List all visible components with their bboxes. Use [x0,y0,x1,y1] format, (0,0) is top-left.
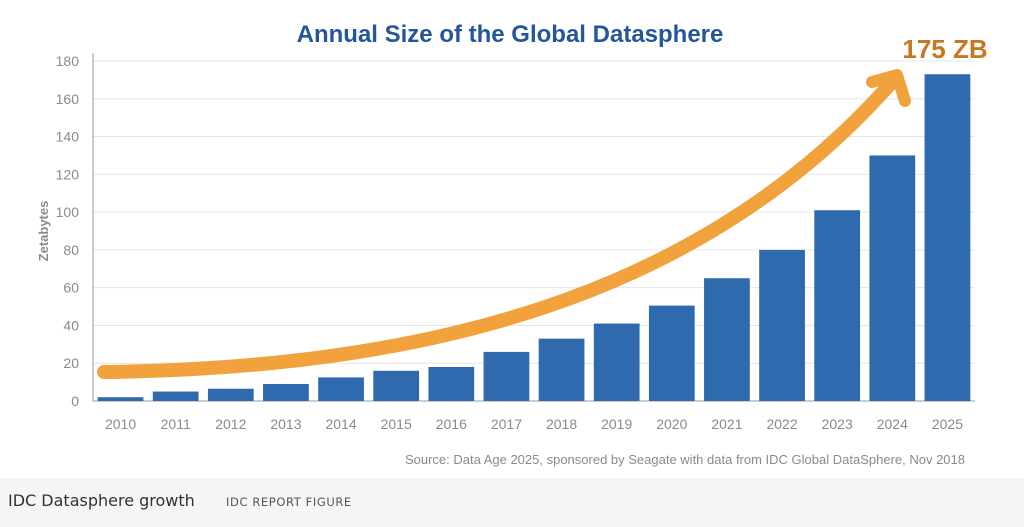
x-tick-label-2011: 2011 [161,416,191,432]
x-tick-label-2010: 2010 [105,416,136,432]
x-tick-label-2021: 2021 [711,416,742,432]
trend-arrow-head [866,69,911,107]
x-tick-label-2018: 2018 [546,416,577,432]
x-tick-label-2022: 2022 [766,416,797,432]
y-tick-label: 80 [63,242,79,258]
bar-2010 [97,397,144,401]
y-tick-label: 60 [63,280,79,296]
x-tick-label-2025: 2025 [932,416,963,432]
bars-group [97,74,971,401]
bar-2021 [704,278,750,401]
x-tick-label-2024: 2024 [877,416,908,432]
annotation-175zb: 175 ZB [902,34,987,64]
y-tick-label: 140 [56,129,80,145]
bar-2025 [924,74,971,401]
bar-2024 [869,155,916,401]
x-axis-ticks: 2010 2011 2012 2013 2014 2015 2016 2017 2018 2019… [105,416,963,432]
y-axis-ticks: 0 20 40 60 80 100 120 140 160 180 [56,53,80,409]
y-tick-label: 160 [56,91,80,107]
y-tick-label: 100 [56,204,80,220]
chart-figure: Annual Size of the Global Datasphere 0 20… [0,0,1024,478]
chart-svg: Annual Size of the Global Datasphere 0 20… [36,21,988,467]
x-tick-label-2020: 2020 [656,416,687,432]
x-tick-label-2012: 2012 [215,416,246,432]
bar-2022 [759,249,805,401]
y-axis-label: Zetabytes [36,201,51,262]
x-tick-label-2017: 2017 [491,416,522,432]
bar-2018 [538,338,585,401]
caption-credit: IDC REPORT FIGURE [226,495,352,509]
bar-2012 [207,388,254,401]
source-note: Source: Data Age 2025, sponsored by Seag… [405,452,965,467]
y-tick-label: 180 [56,53,80,69]
grid-lines [93,60,975,364]
caption-bar: IDC Datasphere growth IDC REPORT FIGURE [0,478,1024,527]
bar-2019 [593,323,640,401]
trend-arrow [97,75,899,379]
x-tick-label-2015: 2015 [381,416,412,432]
bar-2016 [428,367,475,401]
x-tick-label-2019: 2019 [601,416,632,432]
bar-2017 [483,351,530,401]
bar-2015 [373,370,420,401]
x-tick-label-2014: 2014 [325,416,356,432]
bar-2020 [648,305,695,401]
x-tick-label-2016: 2016 [436,416,467,432]
y-tick-label: 120 [56,166,80,182]
y-tick-label: 0 [71,393,79,409]
y-tick-label: 40 [63,317,79,333]
chart-title: Annual Size of the Global Datasphere [297,21,724,48]
bar-2013 [263,384,309,401]
bar-2023 [814,210,861,401]
x-tick-label-2013: 2013 [270,416,301,432]
y-tick-label: 20 [63,355,79,371]
x-tick-label-2023: 2023 [822,416,853,432]
bar-2011 [152,391,199,401]
bar-2014 [318,377,364,401]
caption-text: IDC Datasphere growth [8,491,195,510]
